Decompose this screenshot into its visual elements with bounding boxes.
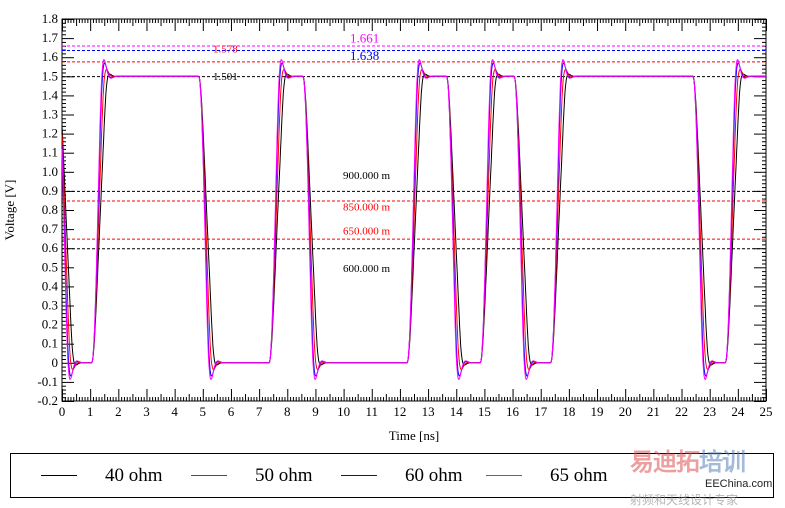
legend-item-40-ohm: 40 ohm [41, 454, 163, 497]
y-tick-label: 1.3 [42, 107, 58, 122]
y-tick-label: 1.0 [42, 164, 58, 179]
x-tick-label: 25 [760, 404, 773, 419]
marker-label: 1.578 [213, 43, 238, 55]
watermark-site: EEChina.com [705, 478, 773, 490]
legend-item-60-ohm: 60 ohm [341, 454, 463, 497]
y-tick-label: 0.6 [42, 240, 59, 255]
x-tick-label: 1 [87, 404, 94, 419]
x-tick-label: 15 [478, 404, 491, 419]
legend-label: 65 ohm [550, 464, 608, 486]
y-tick-label: 0 [52, 355, 59, 370]
y-tick-label: 0.4 [42, 278, 59, 293]
marker-label: 1.501 [213, 71, 238, 83]
x-tick-label: 6 [228, 404, 235, 419]
legend-item-65-ohm: 65 ohm [486, 454, 608, 497]
x-tick-label: 10 [337, 404, 350, 419]
y-tick-label: 1.7 [42, 30, 59, 45]
y-tick-label: 1.6 [42, 49, 59, 64]
y-tick-label: 0.1 [42, 336, 58, 351]
legend-label: 40 ohm [105, 464, 163, 486]
x-tick-label: 17 [534, 404, 548, 419]
legend-swatch [341, 475, 377, 476]
y-tick-label: 0.5 [42, 259, 58, 274]
marker-label: 1.661 [350, 31, 379, 46]
y-tick-label: 0.7 [42, 221, 59, 236]
x-tick-label: 24 [731, 404, 745, 419]
watermark-logo: 易迪拓培训 [630, 448, 746, 476]
x-tick-label: 21 [647, 404, 660, 419]
legend-item-50-ohm: 50 ohm [191, 454, 313, 497]
legend-swatch [191, 475, 227, 476]
x-tick-label: 7 [256, 404, 263, 419]
marker-label: 850.000 m [343, 201, 391, 213]
series-line-65-ohm [61, 59, 766, 381]
y-tick-label: 0.8 [42, 202, 58, 217]
y-tick-label: 1.1 [42, 145, 58, 160]
marker-label: 900.000 m [343, 170, 391, 182]
legend-label: 50 ohm [255, 464, 313, 486]
x-tick-label: 20 [619, 404, 632, 419]
x-tick-label: 11 [365, 404, 378, 419]
marker-label: 1.638 [350, 48, 379, 63]
x-tick-label: 8 [284, 404, 291, 419]
y-tick-label: 1.2 [42, 126, 58, 141]
x-tick-label: 4 [171, 404, 178, 419]
x-tick-label: 14 [450, 404, 464, 419]
y-tick-label: 0.2 [42, 317, 58, 332]
y-tick-label: 1.4 [42, 87, 59, 102]
x-axis-label: Time [ns] [389, 428, 439, 443]
legend: 40 ohm 50 ohm 60 ohm 65 ohm [10, 453, 774, 498]
x-tick-label: 16 [506, 404, 520, 419]
y-tick-label: 1.8 [42, 11, 58, 26]
y-axis-label: Voltage [V] [2, 180, 17, 241]
marker-label: 600.000 m [343, 263, 391, 275]
x-tick-label: 23 [703, 404, 716, 419]
x-tick-label: 13 [422, 404, 435, 419]
legend-label: 60 ohm [405, 464, 463, 486]
x-tick-label: 0 [59, 404, 66, 419]
watermark-tagline: 射频和天线设计专家 [630, 493, 739, 507]
legend-swatch [486, 475, 522, 476]
x-tick-label: 2 [115, 404, 122, 419]
y-tick-label: -0.2 [37, 393, 58, 408]
marker-label: 650.000 m [343, 226, 391, 238]
y-tick-label: -0.1 [37, 374, 58, 389]
x-tick-label: 19 [591, 404, 604, 419]
x-tick-label: 12 [393, 404, 406, 419]
x-tick-label: 22 [675, 404, 688, 419]
legend-swatch [41, 475, 77, 476]
x-tick-label: 3 [143, 404, 150, 419]
x-tick-label: 9 [312, 404, 319, 419]
y-tick-label: 0.3 [42, 298, 58, 313]
y-tick-label: 0.9 [42, 183, 58, 198]
x-tick-label: 5 [200, 404, 207, 419]
y-tick-label: 1.5 [42, 68, 58, 83]
x-tick-label: 18 [562, 404, 575, 419]
